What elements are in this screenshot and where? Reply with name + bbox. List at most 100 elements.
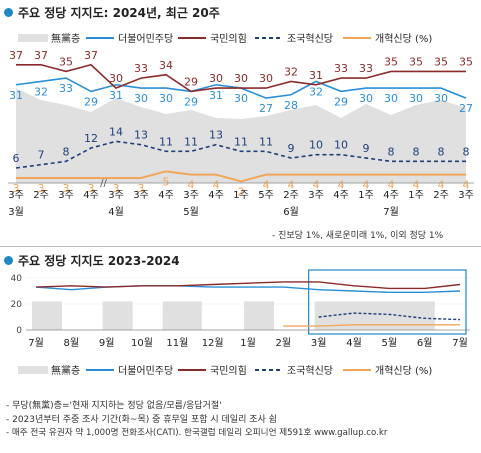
nonpartisan-area [16,88,466,183]
data-label-reform: 4 [313,179,320,192]
nonpartisan-area [162,301,202,330]
chart1-title: 주요 정당 지지도: 2024년, 최근 20주 [4,4,220,21]
x-tick-month: 4월 [346,337,362,349]
data-label-rebuilding: 8 [63,145,70,158]
data-label-ppp: 33 [134,62,148,75]
data-label-dpk: 29 [334,95,348,108]
data-label-reform: 4 [263,179,270,192]
legend-label-reform: 개혁신당 (%) [375,365,432,377]
x-tick-week: 3주 [133,190,149,201]
x-tick-week: 4주 [83,190,99,201]
data-label-reform: 3 [113,182,120,195]
data-label-ppp: 30 [259,72,273,85]
data-label-ppp: 34 [159,59,173,72]
data-label-reform: 5 [163,175,170,188]
data-label-rebuilding: 10 [309,139,323,152]
note-1: - 무당(無黨)층='현재 지지하는 정당 없음/모름/응답거절' [6,401,222,411]
data-label-ppp: 31 [309,69,323,82]
data-label-dpk: 30 [384,92,398,105]
data-label-rebuilding: 13 [134,129,148,142]
data-label-rebuilding: 13 [209,129,223,142]
data-label-ppp: 33 [334,62,348,75]
data-label-dpk: 28 [284,99,298,112]
x-tick-month: 1월 [240,337,256,349]
data-label-dpk: 30 [359,92,373,105]
chart2-svg: 0 20 40 7월 8월 9월 10월 11월 12월 1월 2월 3월 4월 5월 6월 7월 無黨층 더불어… [11,269,470,377]
x-tick-week: 4주 [383,190,399,201]
y-tick-label: 20 [11,300,23,310]
data-label-reform: 3 [13,182,20,195]
data-label-ppp: 35 [384,55,398,68]
x-tick-month: 5월 [183,206,199,218]
section-divider [0,246,481,247]
x-tick-week: 4주 [333,190,349,201]
data-label-rebuilding: 11 [184,135,198,148]
x-tick-month: 3월 [8,206,24,218]
data-label-reform: 4 [388,179,395,192]
x-tick-week: 1주 [233,190,249,201]
data-label-reform: 4 [363,179,370,192]
data-label-rebuilding: 8 [438,145,445,158]
data-label-ppp: 32 [284,65,298,78]
data-label-rebuilding: 11 [234,135,248,148]
x-tick-month: 4월 [108,206,124,218]
title-bullet-icon [4,8,13,17]
data-label-rebuilding: 12 [84,132,98,145]
x-tick-week: 2주 [433,190,449,201]
x-tick-week: 1주 [358,190,374,201]
data-label-dpk: 31 [9,89,23,102]
data-label-reform: 3 [38,182,45,195]
data-label-ppp: 35 [59,55,73,68]
legend-swatch-nonpartisan [18,366,48,374]
data-label-ppp: 37 [34,49,48,62]
x-tick-month: 2월 [276,337,292,349]
data-label-rebuilding: 11 [259,135,273,148]
series-line-ppp [16,63,466,93]
note-2: - 2023년부터 주중 조사 기간(화~목) 중 휴무일 포함 시 데일리 조… [6,415,277,425]
x-tick-month: 6월 [417,337,433,349]
data-label-dpk: 31 [209,89,223,102]
title-bullet-icon [4,256,13,265]
chart1-footnote: - 진보당 1%, 새로운미래 1%, 이외 정당 1% [272,231,444,241]
data-label-ppp: 29 [184,75,198,88]
data-label-dpk: 32 [309,85,323,98]
data-label-dpk: 32 [34,85,48,98]
legend-label-nonpartisan: 無黨층 [51,364,80,377]
x-tick-week: 2주 [33,190,49,201]
legend-label-rebuilding: 조국혁신당 [287,365,333,377]
x-tick-month: 6월 [283,206,299,218]
data-label-ppp: 33 [359,62,373,75]
x-tick-month: 7월 [383,206,399,218]
data-label-reform: 4 [413,179,420,192]
data-label-rebuilding: 9 [363,142,370,155]
data-label-dpk: 30 [234,92,248,105]
legend-label-ppp: 국민의힘 [210,365,247,377]
series-line-rebuilding [318,312,461,321]
data-label-reform: 3 [63,182,70,195]
data-label-ppp: 30 [109,72,123,85]
x-tick-month: 7월 [28,337,44,349]
x-tick-week: 3주 [58,190,74,201]
legend-label-nonpartisan: 無黨층 [51,32,80,45]
data-label-reform: 4 [288,179,295,192]
data-label-dpk: 27 [459,102,473,115]
legend-label-dpk: 더불어민주당 [118,33,173,45]
x-tick-month: 8월 [64,337,80,349]
chart2-title: 주요 정당 지지도 2023-2024 [4,252,180,269]
data-label-dpk: 30 [134,92,148,105]
nonpartisan-area [244,301,275,330]
data-label-ppp: 30 [209,72,223,85]
y-tick-label: 0 [16,326,22,336]
data-label-dpk: 30 [159,92,173,105]
x-tick-week: 5주 [258,190,274,201]
axis-break-icon: // [100,178,107,189]
x-tick-month: 3월 [311,337,327,349]
data-label-rebuilding: 8 [413,145,420,158]
legend-label-rebuilding: 조국혁신당 [287,33,333,45]
data-label-reform: 2 [238,185,245,198]
data-label-rebuilding: 6 [13,152,20,165]
data-label-reform: 4 [188,179,195,192]
data-label-ppp: 37 [9,49,23,62]
series-line-ppp [35,281,461,290]
